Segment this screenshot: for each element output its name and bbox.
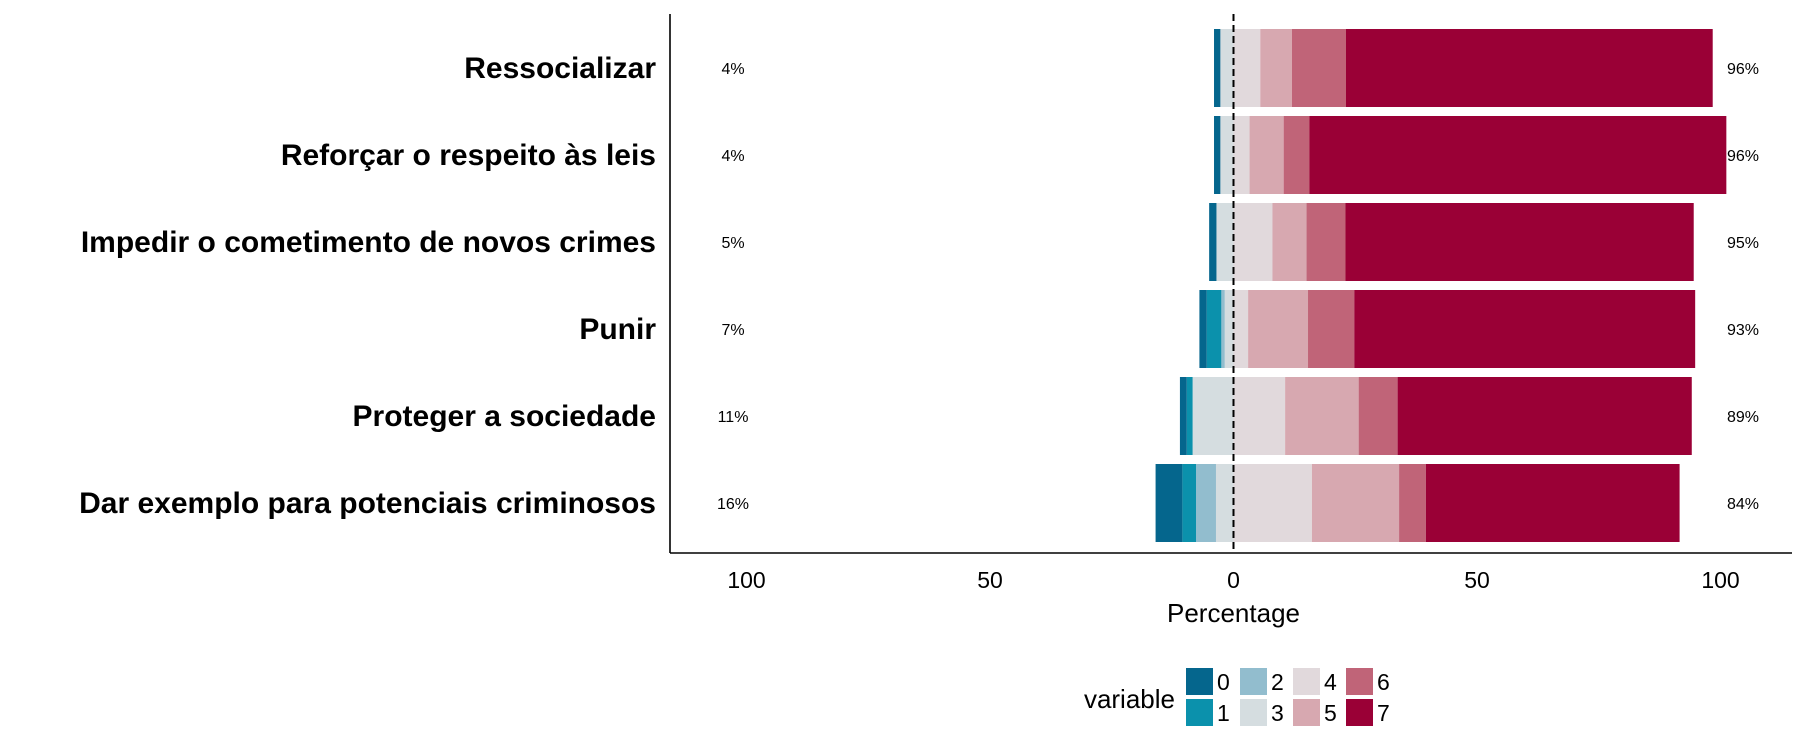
bar-5-level-5 (1311, 464, 1400, 542)
bar-1-level-7 (1309, 116, 1727, 194)
left-total-label: 4% (721, 61, 744, 78)
legend-swatch-0 (1186, 668, 1213, 695)
legend-swatch-2 (1240, 668, 1267, 695)
bar-1-level-3 (1220, 116, 1234, 194)
legend-label-3: 3 (1271, 700, 1284, 726)
bar-1-level-6 (1283, 116, 1310, 194)
bar-4-level-3 (1192, 377, 1234, 455)
bar-4-level-4 (1233, 377, 1286, 455)
bar-3-level-6 (1308, 290, 1355, 368)
bar-5-level-6 (1399, 464, 1426, 542)
bar-2-level-7 (1345, 203, 1694, 281)
bar-0-level-3 (1220, 29, 1234, 107)
x-tick-label: 100 (727, 567, 765, 593)
bar-0-level-0 (1214, 29, 1221, 107)
bar-5-level-0 (1155, 464, 1183, 542)
left-total-label: 7% (721, 322, 744, 339)
bar-4-level-6 (1358, 377, 1398, 455)
bar-3-level-1 (1206, 290, 1222, 368)
category-label: Ressocializar (464, 52, 656, 85)
legend-label-2: 2 (1271, 669, 1284, 695)
bar-2-level-4 (1233, 203, 1273, 281)
legend-label-0: 0 (1217, 669, 1230, 695)
x-tick-label: 0 (1227, 567, 1240, 593)
legend-title: variable (1084, 684, 1175, 714)
legend-label-5: 5 (1324, 700, 1337, 726)
left-total-label: 16% (717, 496, 749, 513)
bar-4-level-7 (1397, 377, 1692, 455)
legend: variable 0 1 2 3 4 5 6 7 (1084, 668, 1390, 726)
legend-swatch-7 (1346, 699, 1373, 726)
left-total-label: 11% (718, 409, 749, 426)
bar-2-level-6 (1306, 203, 1346, 281)
left-total-label: 5% (721, 235, 744, 252)
right-total-label: 95% (1727, 235, 1759, 252)
bar-1-level-4 (1233, 116, 1250, 194)
bar-3-level-7 (1354, 290, 1696, 368)
legend-swatch-6 (1346, 668, 1373, 695)
legend-swatch-1 (1186, 699, 1213, 726)
bar-5-level-4 (1233, 464, 1312, 542)
bar-4-level-0 (1179, 377, 1187, 455)
bar-2-level-3 (1216, 203, 1234, 281)
bar-5-level-3 (1215, 464, 1234, 542)
bar-3-level-0 (1199, 290, 1207, 368)
bar-3-level-5 (1248, 290, 1309, 368)
legend-label-6: 6 (1377, 669, 1390, 695)
x-tick-label: 50 (977, 567, 1003, 593)
labels-layer: Ressocializar 4% 96% Reforçar o respeito às… (79, 52, 1759, 520)
category-label: Proteger a sociedade (353, 400, 656, 433)
bar-4-level-1 (1186, 377, 1193, 455)
x-tick-label: 100 (1701, 567, 1739, 593)
bar-5-level-2 (1196, 464, 1216, 542)
legend-label-7: 7 (1377, 700, 1390, 726)
x-axis-title: Percentage (1167, 598, 1300, 628)
bar-0-level-6 (1291, 29, 1346, 107)
bar-3-level-2 (1221, 290, 1225, 368)
bar-0-level-4 (1233, 29, 1261, 107)
right-total-label: 84% (1727, 496, 1759, 513)
x-tick-label: 50 (1464, 567, 1490, 593)
legend-swatch-3 (1240, 699, 1267, 726)
bar-2-level-5 (1272, 203, 1307, 281)
legend-swatch-5 (1293, 699, 1320, 726)
bar-1-level-0 (1214, 116, 1221, 194)
right-total-label: 93% (1727, 322, 1759, 339)
right-total-label: 96% (1727, 148, 1759, 165)
category-label: Dar exemplo para potenciais criminosos (79, 487, 656, 520)
bar-4-level-5 (1285, 377, 1359, 455)
left-total-label: 4% (721, 148, 744, 165)
bar-3-level-4 (1233, 290, 1249, 368)
bar-0-level-7 (1345, 29, 1713, 107)
axes-layer: 100 50 0 50 100 Percentage (669, 14, 1792, 628)
bar-3-level-3 (1224, 290, 1234, 368)
bar-1-level-5 (1249, 116, 1284, 194)
bar-5-level-1 (1182, 464, 1197, 542)
right-total-label: 89% (1727, 409, 1759, 426)
legend-swatch-4 (1293, 668, 1320, 695)
bar-2-level-0 (1209, 203, 1217, 281)
legend-label-1: 1 (1217, 700, 1230, 726)
legend-label-4: 4 (1324, 669, 1337, 695)
right-total-label: 96% (1727, 61, 1759, 78)
bar-0-level-5 (1260, 29, 1292, 107)
bar-5-level-7 (1425, 464, 1680, 542)
category-label: Reforçar o respeito às leis (281, 139, 656, 172)
category-label: Impedir o cometimento de novos crimes (81, 226, 656, 259)
bars-layer (1155, 29, 1727, 542)
category-label: Punir (579, 313, 656, 346)
